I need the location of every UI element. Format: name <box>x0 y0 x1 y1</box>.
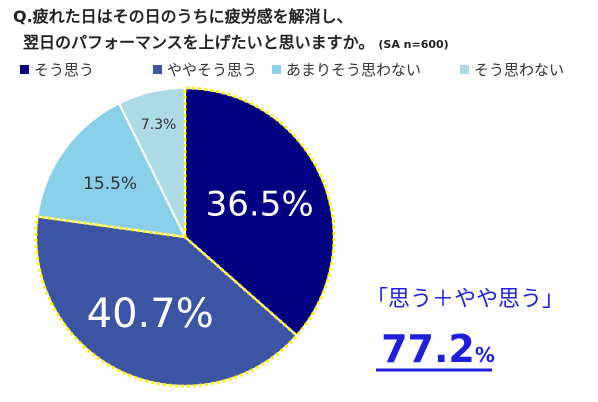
callout-value: 77.2% <box>381 327 495 371</box>
callout-number: 77.2 <box>381 327 475 371</box>
pie-slices <box>34 86 336 388</box>
question-line-2: 翌日のパフォーマンスを上げたいと思いますか。 (SA n=600) <box>23 33 449 52</box>
legend-swatch-0 <box>20 65 29 74</box>
highlight-divider <box>184 235 298 337</box>
data-label-1: 40.7% <box>87 291 214 337</box>
question-line-2-text: 翌日のパフォーマンスを上げたいと思いますか。 <box>23 33 374 52</box>
callout-unit: % <box>475 343 495 367</box>
highlight-outline <box>34 86 336 388</box>
pie-slice-2 <box>36 102 187 239</box>
data-label-0: 36.5% <box>206 185 314 225</box>
sample-note: (SA n=600) <box>378 38 448 51</box>
legend-swatch-1 <box>153 65 162 74</box>
legend-label-2: あまりそう思わない <box>286 61 421 79</box>
pie-data-labels: 36.5% 40.7% 15.5% 7.3% <box>83 117 314 337</box>
data-label-2: 15.5% <box>83 174 137 194</box>
legend-swatch-2 <box>272 65 281 74</box>
data-label-3: 7.3% <box>141 117 177 133</box>
question-line-1: Q.疲れた日はその日のうちに疲労感を解消し、 <box>13 7 353 26</box>
callout-label: 「思う＋やや思う」 <box>366 287 564 312</box>
legend-label-3: そう思わない <box>474 61 564 79</box>
pie-slice-3 <box>117 86 186 238</box>
legend-label-0: そう思う <box>34 61 94 79</box>
chart-legend: そう思う ややそう思う あまりそう思わない そう思わない <box>20 61 564 79</box>
legend-swatch-3 <box>460 65 469 74</box>
legend-label-1: ややそう思う <box>167 61 257 79</box>
